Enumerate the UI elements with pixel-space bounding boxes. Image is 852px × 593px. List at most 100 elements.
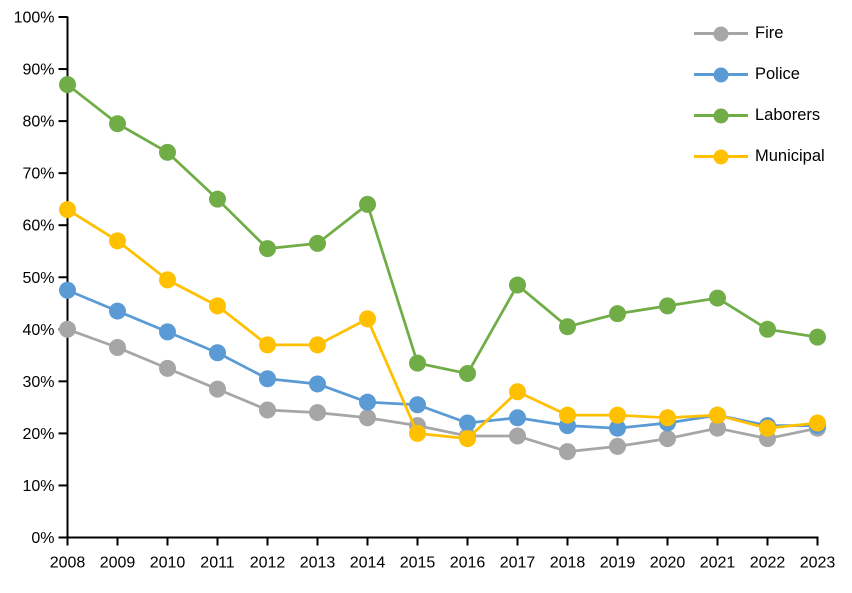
data-point-fire [59,320,76,338]
data-point-municipal [809,414,826,432]
legend: Fire Police Laborers Municipal [694,13,825,177]
x-tick-label: 2011 [200,555,235,572]
data-point-police [159,323,176,341]
x-tick-label: 2012 [250,555,286,572]
y-tick-label: 20% [22,426,54,443]
y-tick-label: 70% [22,166,54,183]
x-tick-label: 2009 [100,555,136,572]
y-tick-label: 0% [31,530,54,547]
data-point-laborers [159,143,176,161]
data-point-municipal [659,409,676,427]
x-tick-label: 2008 [50,555,86,572]
laborers-line-marker-icon [694,108,748,123]
data-point-fire [359,409,376,427]
data-point-municipal [409,424,426,442]
data-point-police [259,370,276,388]
data-point-municipal [459,430,476,448]
data-point-fire [559,443,576,461]
data-point-municipal [559,406,576,424]
data-point-laborers [809,328,826,346]
data-point-municipal [159,271,176,289]
data-point-municipal [109,232,126,250]
x-tick-label: 2010 [150,555,186,572]
y-tick-label: 90% [22,62,54,79]
x-tick-label: 2020 [650,555,686,572]
data-point-municipal [309,336,326,354]
data-point-police [59,281,76,299]
data-point-laborers [309,234,326,252]
data-point-laborers [209,190,226,208]
legend-item-police: Police [694,54,825,95]
y-tick-label: 10% [22,478,54,495]
data-point-laborers [609,305,626,323]
legend-item-municipal: Municipal [694,136,825,177]
x-tick-label: 2022 [750,555,786,572]
data-point-police [109,302,126,320]
data-point-municipal [359,310,376,328]
data-point-fire [159,359,176,377]
data-point-fire [609,437,626,455]
data-point-laborers [109,115,126,133]
data-point-police [509,409,526,427]
y-tick-label: 30% [22,374,54,391]
legend-label-municipal: Municipal [755,147,825,165]
y-tick-label: 40% [22,322,54,339]
data-point-police [459,414,476,432]
x-tick-label: 2023 [800,555,836,572]
y-tick-label: 80% [22,114,54,131]
x-tick-label: 2014 [350,555,386,572]
legend-label-police: Police [755,65,800,83]
series-line-laborers [66,83,819,375]
fire-line-marker-icon [694,26,748,41]
data-point-police [409,396,426,414]
legend-label-laborers: Laborers [755,106,821,124]
data-point-laborers [259,240,276,258]
series-line-fire [66,327,819,453]
data-point-police [359,393,376,411]
legend-item-laborers: Laborers [694,95,825,136]
data-point-laborers [659,297,676,315]
municipal-line-marker-icon [694,149,748,164]
legend-item-fire: Fire [694,13,825,54]
data-point-municipal [759,419,776,437]
data-point-fire [509,427,526,445]
data-point-laborers [559,318,576,336]
x-tick-label: 2015 [400,555,436,572]
data-point-municipal [259,336,276,354]
legend-label-fire: Fire [755,24,784,42]
data-point-fire [709,419,726,437]
police-line-marker-icon [694,67,748,82]
y-tick-label: 50% [22,270,54,287]
data-point-fire [659,430,676,448]
data-point-police [609,419,626,437]
data-point-laborers [509,276,526,294]
data-point-laborers [709,289,726,307]
data-point-police [309,375,326,393]
x-tick-label: 2021 [700,555,736,572]
data-point-fire [209,380,226,398]
x-tick-label: 2019 [600,555,636,572]
data-point-municipal [709,406,726,424]
data-point-laborers [59,76,76,94]
data-point-police [209,344,226,362]
x-tick-label: 2017 [500,555,536,572]
x-tick-label: 2013 [300,555,336,572]
data-point-municipal [509,383,526,401]
series-line-police [66,288,819,430]
series-line-municipal [66,208,819,440]
data-point-municipal [59,201,76,219]
data-point-laborers [459,365,476,383]
data-point-municipal [209,297,226,315]
y-tick-label: 100% [14,10,55,27]
data-point-fire [109,339,126,357]
x-tick-label: 2016 [450,555,486,572]
data-point-laborers [759,320,776,338]
y-tick-label: 60% [22,218,54,235]
x-tick-label: 2018 [550,555,586,572]
data-point-fire [259,401,276,419]
data-point-laborers [409,354,426,372]
data-point-municipal [609,406,626,424]
data-point-laborers [359,195,376,213]
